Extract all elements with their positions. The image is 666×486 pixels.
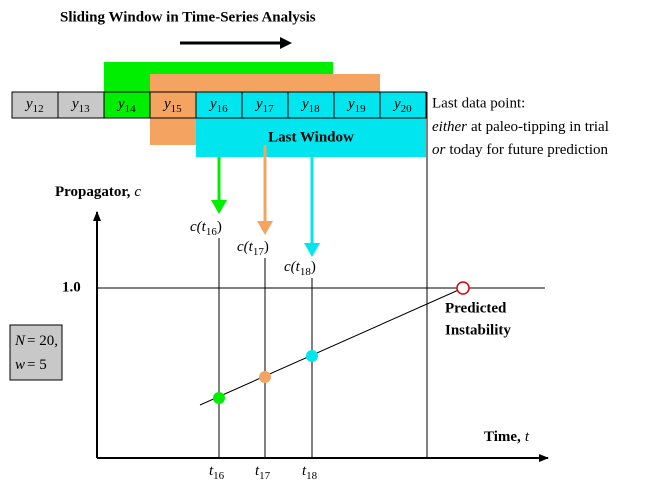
var: y [162, 96, 171, 112]
note-text: at paleo-tipping in trial [471, 119, 609, 135]
tick-label: t18 [302, 463, 318, 481]
var: t [296, 259, 301, 275]
arrowhead [304, 243, 320, 257]
var: y [116, 96, 125, 112]
note-line: or today for future prediction [432, 142, 609, 158]
post: ) [217, 219, 222, 235]
x-axis-label: Time, t [484, 429, 530, 445]
var: y [70, 96, 79, 112]
param: w = 5 [15, 357, 47, 373]
var: t [255, 463, 260, 479]
propagator-label: c(t18) [284, 259, 316, 277]
sub: 17 [263, 103, 275, 115]
point [306, 350, 318, 362]
sub: 14 [125, 103, 137, 115]
tick-label: t17 [255, 463, 271, 481]
cell [57, 91, 105, 119]
param: N = 20, [14, 333, 58, 349]
sub: 16 [206, 226, 218, 238]
cell [149, 91, 197, 119]
var: y [300, 96, 309, 112]
sub: 18 [306, 470, 318, 482]
cell-label: y14 [116, 96, 136, 114]
note-text: today for future prediction [449, 142, 608, 158]
symbol: c [134, 184, 141, 200]
var: t [202, 219, 207, 235]
var: y [24, 96, 33, 112]
cell-label: y18 [300, 96, 320, 114]
propagator-labels: c(t16)c(t17)c(t18) [190, 219, 316, 277]
pre: c( [237, 239, 250, 255]
var: t [249, 239, 254, 255]
point [259, 371, 271, 383]
sub: 16 [213, 470, 225, 482]
sub: 18 [309, 103, 321, 115]
pre: c( [284, 259, 297, 275]
arrowhead [211, 200, 227, 214]
sub: 16 [217, 103, 229, 115]
var: t [209, 463, 214, 479]
propagator-label: c(t17) [237, 239, 269, 257]
tick-label: t16 [209, 463, 225, 481]
cell-label: y19 [346, 96, 366, 114]
post: ) [311, 259, 316, 275]
symbol: N [14, 333, 26, 349]
emph: or [432, 142, 446, 158]
sub: 17 [259, 470, 271, 482]
post: ) [264, 239, 269, 255]
label: Propagator, [55, 184, 131, 200]
cell [379, 91, 427, 119]
sub: 17 [253, 246, 265, 258]
var: y [254, 96, 263, 112]
sub: 15 [171, 103, 183, 115]
time-ticks: t16 t17 t18 [209, 463, 318, 481]
cell-label: y20 [392, 96, 412, 114]
threshold-label: 1.0 [62, 279, 81, 295]
sub: 20 [401, 103, 413, 115]
var: y [346, 96, 355, 112]
y-axis-label: Propagator, c [55, 184, 141, 200]
sub: 19 [355, 103, 367, 115]
data-cells: y12 y13 y14 y15 y16 y17 y18 y19 y20 [11, 91, 427, 119]
symbol: t [525, 429, 530, 445]
arrowhead [257, 221, 273, 235]
sub: 13 [79, 103, 91, 115]
sub: 18 [300, 266, 312, 278]
propagator-label: c(t16) [190, 219, 222, 237]
title: Sliding Window in Time-Series Analysis [60, 9, 316, 25]
point [213, 392, 225, 404]
direction-arrowhead [280, 37, 292, 49]
cell-label: y17 [254, 96, 274, 114]
note-line: either at paleo-tipping in trial [432, 119, 609, 135]
params-box [9, 324, 63, 381]
var: t [302, 463, 307, 479]
value: = 20, [27, 333, 58, 349]
var: y [392, 96, 401, 112]
cell-label: y16 [208, 96, 228, 114]
note-line: Last data point: [432, 95, 525, 111]
emph: either [432, 119, 467, 135]
last-window-label: Last Window [268, 129, 354, 145]
cell [241, 91, 289, 119]
cell [287, 91, 335, 119]
cell-label: y15 [162, 96, 182, 114]
symbol: w [15, 357, 25, 373]
cell-label: y13 [70, 96, 90, 114]
trend-line [199, 287, 464, 406]
var: y [208, 96, 217, 112]
sub: 12 [33, 103, 44, 115]
cell [333, 91, 381, 119]
cell-label: y12 [24, 96, 44, 114]
predicted-label: Instability [445, 322, 511, 338]
tipping-point [456, 281, 470, 295]
value: = 5 [27, 357, 47, 373]
cell [103, 91, 151, 119]
pre: c( [190, 219, 203, 235]
predicted-label: Predicted [445, 300, 507, 316]
label: Time, [484, 429, 521, 445]
